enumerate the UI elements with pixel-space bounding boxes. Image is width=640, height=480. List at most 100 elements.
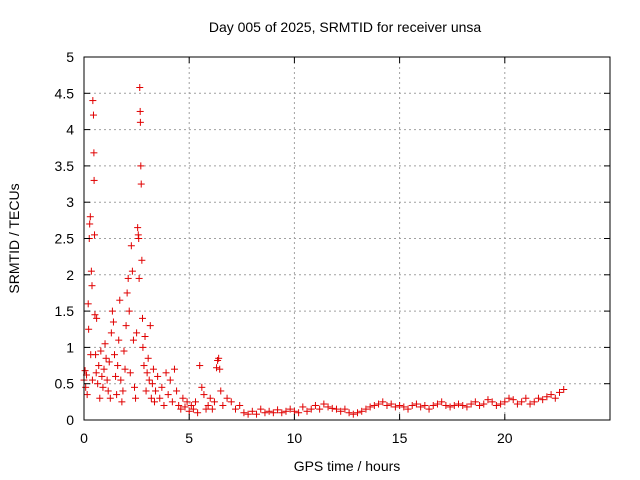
data-point [126, 369, 134, 377]
data-point [121, 365, 129, 373]
data-point [497, 400, 505, 408]
data-point [128, 267, 136, 275]
data-point [136, 83, 144, 91]
data-point [316, 405, 324, 413]
data-point [217, 387, 225, 395]
data-point [101, 340, 109, 348]
data-point [189, 405, 197, 413]
data-point [467, 400, 475, 408]
data-point [134, 224, 142, 232]
data-point [320, 400, 328, 408]
data-point [141, 333, 149, 341]
data-point [337, 407, 345, 415]
data-point [265, 407, 273, 415]
data-point [187, 401, 195, 409]
data-point [208, 405, 216, 413]
data-point [311, 401, 319, 409]
x-tick-label: 15 [392, 430, 408, 446]
data-point [345, 409, 353, 417]
data-point [219, 401, 227, 409]
data-point [147, 394, 155, 402]
data-point [86, 213, 94, 221]
y-tick-label: 2.5 [55, 231, 75, 247]
data-point [98, 372, 106, 380]
data-point [429, 401, 437, 409]
data-point [183, 398, 191, 406]
data-point [85, 325, 93, 333]
y-tick-label: 5 [66, 49, 74, 65]
data-point [379, 398, 387, 406]
data-point [227, 398, 235, 406]
data-point [530, 398, 538, 406]
data-point [404, 405, 412, 413]
data-point [459, 401, 467, 409]
data-point [94, 380, 102, 388]
data-point [408, 401, 416, 409]
data-point [204, 401, 212, 409]
data-point [156, 394, 164, 402]
data-point [438, 398, 446, 406]
y-tick-label: 1 [66, 339, 74, 355]
data-point [354, 409, 362, 417]
data-point [328, 404, 336, 412]
data-point [551, 394, 559, 402]
data-point [120, 347, 128, 355]
data-point [341, 405, 349, 413]
data-point [146, 322, 154, 330]
data-point [484, 396, 492, 404]
data-point [83, 391, 91, 399]
data-point [105, 358, 113, 366]
data-point [324, 403, 332, 411]
data-point [135, 274, 143, 282]
data-point [88, 282, 96, 290]
data-point [82, 383, 90, 391]
data-point [140, 362, 148, 370]
data-point [136, 107, 144, 115]
y-tick-label: 4 [66, 122, 74, 138]
data-point [215, 354, 223, 362]
y-tick-label: 2 [66, 267, 74, 283]
data-point [179, 394, 187, 402]
data-point [560, 386, 568, 394]
data-point [425, 405, 433, 413]
data-point [442, 401, 450, 409]
data-point [97, 347, 105, 355]
x-tick-label: 0 [80, 430, 88, 446]
data-point [471, 398, 479, 406]
data-point [543, 393, 551, 401]
y-tick-label: 0 [66, 412, 74, 428]
data-point [526, 400, 534, 408]
data-point [103, 376, 111, 384]
data-point [135, 235, 143, 242]
data-point [213, 364, 221, 372]
data-point [370, 401, 378, 409]
data-point [125, 307, 133, 315]
data-point [143, 369, 151, 377]
data-point [92, 351, 100, 359]
data-point [518, 398, 526, 406]
y-axis-title: SRMTID / TECUs [6, 183, 22, 293]
data-point [417, 403, 425, 411]
data-point [100, 365, 108, 373]
data-point [396, 401, 404, 409]
data-point [116, 296, 124, 304]
data-point [136, 118, 144, 126]
data-point [175, 401, 183, 409]
data-point [118, 398, 126, 406]
x-axis-title: GPS time / hours [294, 458, 401, 474]
data-point [358, 407, 366, 415]
data-point [200, 391, 208, 399]
data-point [332, 405, 340, 413]
data-point [253, 410, 261, 418]
data-point [133, 329, 141, 337]
chart-title: Day 005 of 2025, SRMTID for receiver uns… [209, 19, 482, 35]
data-point [177, 405, 185, 413]
x-tick-label: 20 [497, 430, 513, 446]
data-point [108, 307, 116, 315]
data-point [149, 365, 157, 373]
data-point [450, 401, 458, 409]
data-point [261, 409, 269, 417]
data-point [123, 289, 131, 297]
data-point [488, 398, 496, 406]
data-point [138, 256, 146, 264]
